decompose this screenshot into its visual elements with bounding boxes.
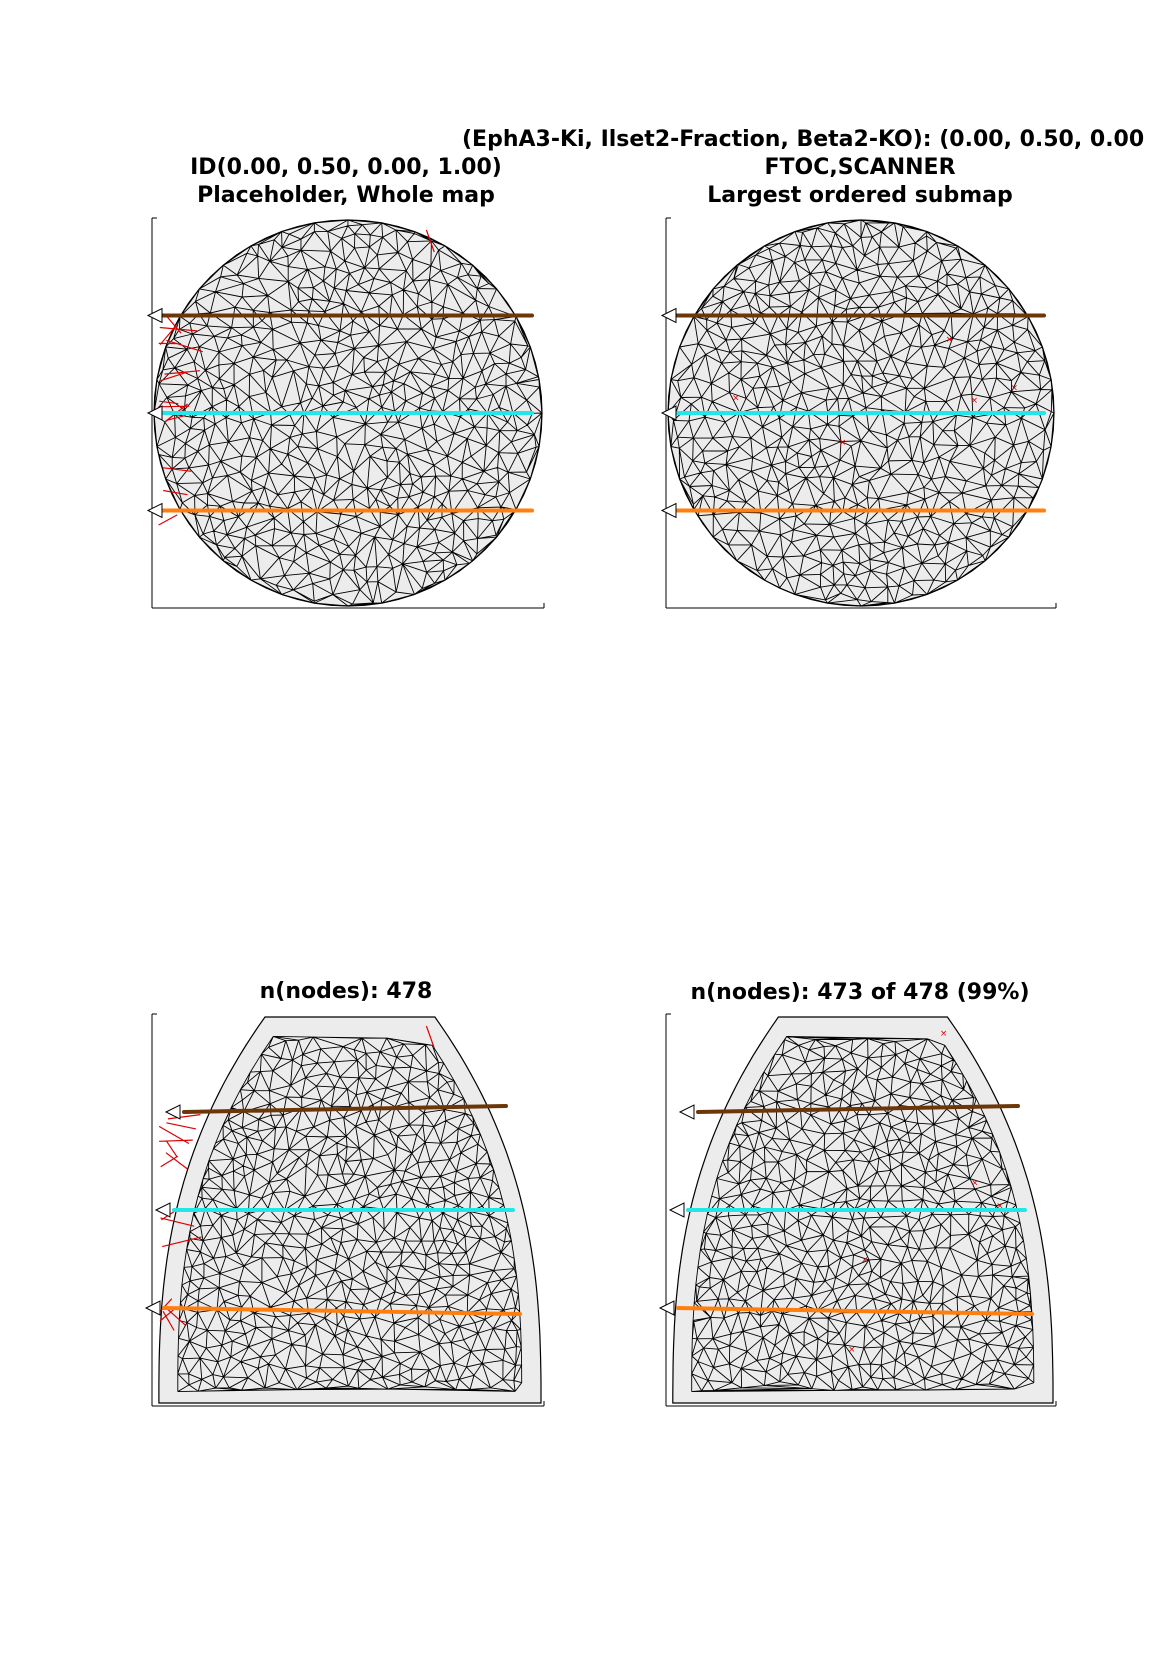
panel-top-left <box>146 217 545 609</box>
tract-bottom-arrow-icon <box>144 1300 161 1316</box>
mesh-edges <box>177 1035 523 1393</box>
panel-bottom-left <box>144 1013 545 1407</box>
panel-title-bottom-left: n(nodes): 478 <box>259 979 433 1004</box>
tract-top-arrow-icon <box>146 307 163 324</box>
tract-middle-arrow-icon <box>154 1202 171 1218</box>
removed-node-marker: × <box>861 1256 869 1266</box>
mesh-edges <box>153 219 543 607</box>
removed-node-marker: × <box>848 1345 856 1355</box>
removed-node-marker: × <box>839 438 847 448</box>
removed-node-marker: × <box>971 396 979 406</box>
mesh-edges <box>667 219 1055 607</box>
tract-top-arrow-icon <box>164 1104 181 1120</box>
panel-title-top-left-line1: ID(0.00, 0.50, 0.00, 1.00) <box>190 155 502 180</box>
removed-node-marker: × <box>946 335 954 345</box>
tract-middle-arrow-icon <box>146 405 163 421</box>
tract-bottom-arrow-icon <box>146 502 163 519</box>
tract-middle-arrow-icon <box>660 405 677 421</box>
tract-top-line <box>182 1104 508 1114</box>
tract-top-arrow-icon <box>660 307 677 324</box>
mesh-edges <box>691 1035 1035 1393</box>
tract-bottom-arrow-icon <box>658 1300 675 1316</box>
removed-node-marker: × <box>1010 383 1018 393</box>
removed-node-marker: × <box>971 1178 979 1188</box>
panel-title-bottom-right: n(nodes): 473 of 478 (99%) <box>690 980 1030 1005</box>
tract-middle-arrow-icon <box>668 1202 685 1218</box>
tract-top-arrow-icon <box>678 1104 695 1120</box>
removed-node-marker: × <box>996 1201 1004 1211</box>
tract-bottom-arrow-icon <box>660 502 677 519</box>
panel-bottom-right: × × × × × <box>658 1013 1057 1407</box>
tract-bottom-line <box>162 1306 522 1316</box>
tract-bottom-line <box>676 1306 1034 1316</box>
figure-title: (EphA3-Ki, Ilset2-Fraction, Beta2-KO): (… <box>462 127 1145 152</box>
panel-title-top-right-line1: FTOC,SCANNER <box>764 155 956 180</box>
tract-top-line <box>696 1104 1020 1114</box>
panel-title-top-right-line2: Largest ordered submap <box>707 183 1013 208</box>
panel-top-right: × × × × × <box>660 217 1057 609</box>
panel-title-top-left-line2: Placeholder, Whole map <box>197 183 495 208</box>
removed-node-marker: × <box>940 1029 948 1039</box>
removed-node-marker: × <box>732 393 740 403</box>
